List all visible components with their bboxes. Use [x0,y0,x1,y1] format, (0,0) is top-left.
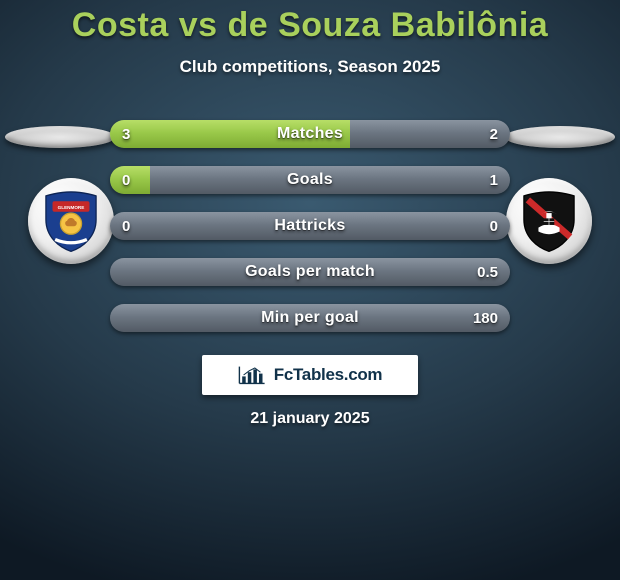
stat-bar-right-segment [110,304,510,332]
decor-ellipse-right [505,126,615,148]
stat-bar-left-segment [110,212,310,240]
stat-bar: Matches32 [110,120,510,148]
stat-bar: Min per goal180 [110,304,510,332]
footer-date: 21 january 2025 [0,410,620,428]
stats-bar-group: Matches32 Goals01 Hattricks00 Goals per mat… [110,120,510,332]
club-badge-right [506,178,592,264]
club-badge-left: GLENMORE [28,178,114,264]
stat-bar-left-segment [110,166,150,194]
page-subtitle: Club competitions, Season 2025 [0,57,620,77]
stat-bar-left-segment [110,120,350,148]
decor-ellipse-left [5,126,115,148]
svg-text:GLENMORE: GLENMORE [58,205,85,210]
stat-bar: Goals01 [110,166,510,194]
stat-bar: Hattricks00 [110,212,510,240]
brand-text: FcTables.com [274,365,383,385]
stat-bar-right-segment [350,120,510,148]
page-title: Costa vs de Souza Babilônia [0,6,620,45]
brand-box: FcTables.com [202,355,418,395]
infographic-root: Costa vs de Souza Babilônia Club competi… [0,0,620,580]
stat-bar-right-segment [150,166,510,194]
stat-bar-right-segment [110,258,510,286]
club-crest-left-icon: GLENMORE [38,188,104,254]
club-crest-right-icon [516,188,582,254]
bar-chart-icon [238,365,266,385]
stat-bar-right-segment [310,212,510,240]
stat-bar: Goals per match0.5 [110,258,510,286]
